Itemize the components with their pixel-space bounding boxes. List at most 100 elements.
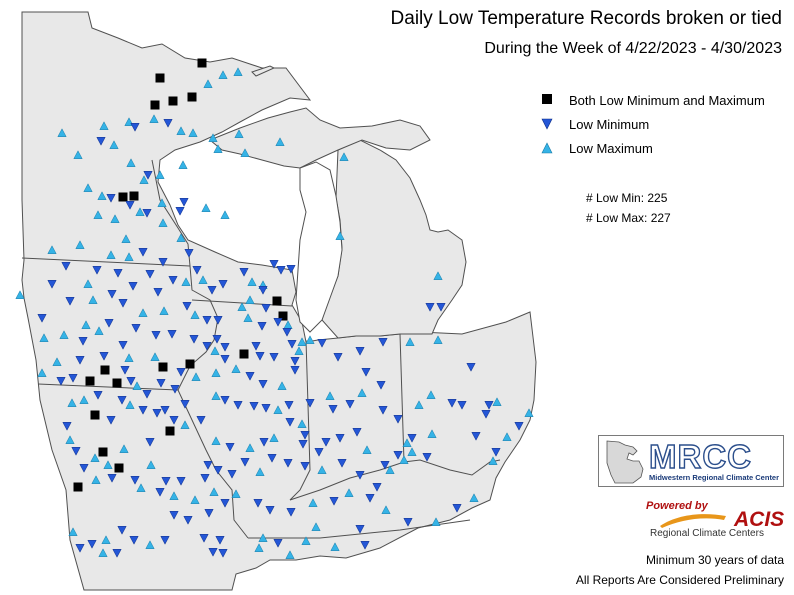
low-minimum-marker [160, 406, 170, 415]
low-minimum-marker [300, 431, 310, 440]
low-minimum-marker [372, 483, 382, 492]
low-minimum-marker [161, 477, 171, 486]
low-minimum-marker [138, 406, 148, 415]
both-record-marker [73, 482, 83, 492]
map-subtitle: During the Week of 4/22/2023 - 4/30/2023 [484, 40, 782, 57]
low-maximum-marker [399, 455, 409, 464]
low-minimum-marker [249, 402, 259, 411]
low-maximum-marker [344, 488, 354, 497]
border-ky-in-oh [289, 459, 501, 501]
low-minimum-marker [378, 338, 388, 347]
low-minimum-marker [365, 494, 375, 503]
low-maximum-marker [317, 465, 327, 474]
legend-row-low-min: Low Minimum [538, 112, 765, 136]
both-record-marker [114, 463, 124, 473]
low-maximum-marker [149, 114, 159, 123]
low-maximum-marker [176, 233, 186, 242]
low-minimum-marker [218, 549, 228, 558]
low-maximum-marker [73, 150, 83, 159]
low-minimum-marker [335, 434, 345, 443]
low-maximum-marker [59, 330, 69, 339]
low-maximum-marker [275, 137, 285, 146]
low-maximum-marker [240, 148, 250, 157]
legend: Both Low Minimum and Maximum Low Minimum… [538, 88, 765, 160]
low-minimum-marker [170, 385, 180, 394]
low-minimum-marker [355, 347, 365, 356]
low-maximum-marker [68, 527, 78, 536]
low-maximum-marker [158, 218, 168, 227]
low-minimum-marker [227, 470, 237, 479]
low-minimum-marker [168, 276, 178, 285]
low-maximum-marker [258, 533, 268, 542]
low-maximum-marker [231, 364, 241, 373]
low-minimum-marker [207, 286, 217, 295]
low-maximum-marker [178, 160, 188, 169]
low-maximum-marker [339, 152, 349, 161]
low-minimum-marker [176, 368, 186, 377]
low-minimum-marker [56, 377, 66, 386]
low-minimum-marker [298, 440, 308, 449]
low-maximum-marker [203, 79, 213, 88]
both-record-marker [90, 410, 100, 420]
low-minimum-marker [484, 401, 494, 410]
low-minimum-marker [61, 262, 71, 271]
low-minimum-marker [107, 474, 117, 483]
low-maximum-marker [103, 460, 113, 469]
low-maximum-marker [106, 250, 116, 259]
low-maximum-marker [190, 310, 200, 319]
low-maximum-marker [269, 433, 279, 442]
low-minimum-marker [422, 453, 432, 462]
low-minimum-marker [276, 266, 286, 275]
low-maximum-marker [407, 447, 417, 456]
low-maximum-marker [146, 460, 156, 469]
low-minimum-marker [269, 353, 279, 362]
low-minimum-marker [273, 539, 283, 548]
low-maximum-marker [357, 388, 367, 397]
low-maximum-marker [83, 183, 93, 192]
low-minimum-marker [300, 462, 310, 471]
blue-down-triangle-icon [541, 118, 553, 130]
low-minimum-marker [329, 497, 339, 506]
low-maximum-marker [273, 405, 283, 414]
low-minimum-marker [436, 303, 446, 312]
low-maximum-marker [188, 128, 198, 137]
low-maximum-marker [79, 395, 89, 404]
low-maximum-marker [37, 368, 47, 377]
low-minimum-marker [182, 302, 192, 311]
low-maximum-marker [190, 495, 200, 504]
acis-subtitle: Regional Climate Centers [650, 528, 764, 539]
low-maximum-marker [492, 397, 502, 406]
low-maximum-marker [65, 435, 75, 444]
both-record-marker [112, 378, 122, 388]
mrcc-wordmark: MRCC [648, 437, 752, 475]
low-minimum-marker [151, 331, 161, 340]
low-minimum-marker [317, 339, 327, 348]
low-minimum-marker [212, 335, 222, 344]
low-minimum-marker [107, 290, 117, 299]
low-maximum-marker [94, 326, 104, 335]
low-minimum-marker [393, 415, 403, 424]
low-maximum-marker [181, 277, 191, 286]
low-minimum-marker [240, 458, 250, 467]
low-maximum-marker [201, 203, 211, 212]
low-minimum-marker [68, 374, 78, 383]
michigan-upper-peninsula [209, 107, 431, 169]
low-minimum-marker [113, 269, 123, 278]
low-minimum-marker [130, 476, 140, 485]
low-maximum-marker [502, 432, 512, 441]
low-minimum-marker [282, 328, 292, 337]
low-minimum-marker [407, 434, 417, 443]
low-minimum-marker [104, 319, 114, 328]
low-minimum-marker [251, 342, 261, 351]
low-minimum-marker [376, 381, 386, 390]
low-maximum-marker [426, 390, 436, 399]
low-minimum-marker [189, 335, 199, 344]
legend-row-both: Both Low Minimum and Maximum [538, 88, 765, 112]
low-maximum-marker [402, 438, 412, 447]
low-maximum-marker [159, 306, 169, 315]
low-maximum-marker [237, 302, 247, 311]
low-maximum-marker [325, 391, 335, 400]
low-maximum-marker [213, 144, 223, 153]
low-maximum-marker [39, 333, 49, 342]
low-maximum-marker [414, 400, 424, 409]
